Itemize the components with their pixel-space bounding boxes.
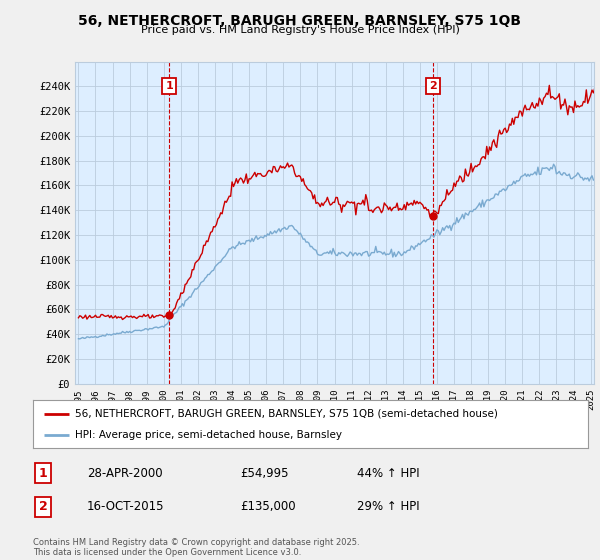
Text: 16-OCT-2015: 16-OCT-2015 — [87, 500, 164, 514]
Text: 1: 1 — [39, 466, 47, 480]
Text: £135,000: £135,000 — [240, 500, 296, 514]
Text: 1: 1 — [166, 81, 173, 91]
Text: Price paid vs. HM Land Registry's House Price Index (HPI): Price paid vs. HM Land Registry's House … — [140, 25, 460, 35]
Text: 28-APR-2000: 28-APR-2000 — [87, 466, 163, 480]
Text: £54,995: £54,995 — [240, 466, 289, 480]
Text: 2: 2 — [430, 81, 437, 91]
Text: HPI: Average price, semi-detached house, Barnsley: HPI: Average price, semi-detached house,… — [74, 430, 341, 440]
Text: 44% ↑ HPI: 44% ↑ HPI — [357, 466, 419, 480]
Text: 56, NETHERCROFT, BARUGH GREEN, BARNSLEY, S75 1QB: 56, NETHERCROFT, BARUGH GREEN, BARNSLEY,… — [79, 14, 521, 28]
Text: 2: 2 — [39, 500, 47, 514]
Text: Contains HM Land Registry data © Crown copyright and database right 2025.
This d: Contains HM Land Registry data © Crown c… — [33, 538, 359, 557]
Text: 29% ↑ HPI: 29% ↑ HPI — [357, 500, 419, 514]
Text: 56, NETHERCROFT, BARUGH GREEN, BARNSLEY, S75 1QB (semi-detached house): 56, NETHERCROFT, BARUGH GREEN, BARNSLEY,… — [74, 409, 497, 419]
